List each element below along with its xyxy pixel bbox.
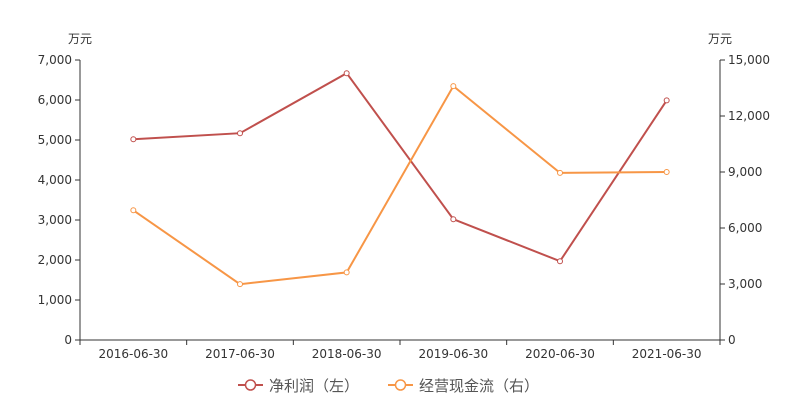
legend-item[interactable]: 经营现金流（右） [388,377,539,395]
left-tick-label: 3,000 [38,213,72,227]
series-line [132,84,667,286]
x-tick-label: 2021-06-30 [632,347,702,361]
data-point [450,216,457,223]
left-y-axis: 0 1,000 2,000 3,000 4,000 5,000 6,000 7,000 [38,53,81,347]
x-tick-label: 2020-06-30 [525,347,595,361]
left-tick-label: 6,000 [38,93,72,107]
left-tick-label: 7,000 [38,53,72,67]
legend-label: 净利润（左） [269,377,359,395]
data-point [450,83,457,90]
legend-swatch-marker [394,379,407,391]
data-point [343,70,350,77]
data-point [343,269,350,276]
series-right [130,83,670,288]
right-tick-label: 0 [728,333,736,347]
right-tick-label: 9,000 [728,165,762,179]
right-tick-label: 12,000 [728,109,770,123]
series-line [133,71,668,263]
x-tick-label: 2016-06-30 [98,347,168,361]
right-y-axis: 0 3,000 6,000 9,000 12,000 15,000 [719,53,770,347]
data-point [237,281,243,288]
legend-item[interactable]: 净利润（左） [238,377,359,395]
data-point [663,169,670,175]
series-left [130,70,670,265]
x-axis: 2016-06-30 2017-06-30 2018-06-30 2019-06-30… [79,339,721,361]
x-tick-label: 2018-06-30 [312,347,382,361]
right-tick-label: 6,000 [728,221,762,235]
x-tick-label: 2017-06-30 [205,347,275,361]
data-point [663,97,670,104]
right-tick-label: 15,000 [728,53,770,67]
data-point [237,130,243,137]
left-tick-label: 5,000 [38,133,72,147]
left-tick-label: 1,000 [38,293,72,307]
left-tick-label: 4,000 [38,173,72,187]
data-point [557,169,563,176]
right-axis-unit-label: 万元 [708,32,732,46]
left-axis-unit-label: 万元 [68,32,92,46]
series-layer [130,70,670,288]
right-tick-label: 3,000 [728,277,762,291]
data-point [130,207,137,214]
data-point [557,258,563,265]
left-tick-label: 2,000 [38,253,72,267]
left-tick-label: 0 [64,333,72,347]
legend-label: 经营现金流（右） [419,377,539,395]
legend-swatch-marker [244,379,257,391]
legend: 净利润（左） 经营现金流（右） [238,377,539,395]
data-point [130,136,137,143]
x-tick-label: 2019-06-30 [418,347,488,361]
